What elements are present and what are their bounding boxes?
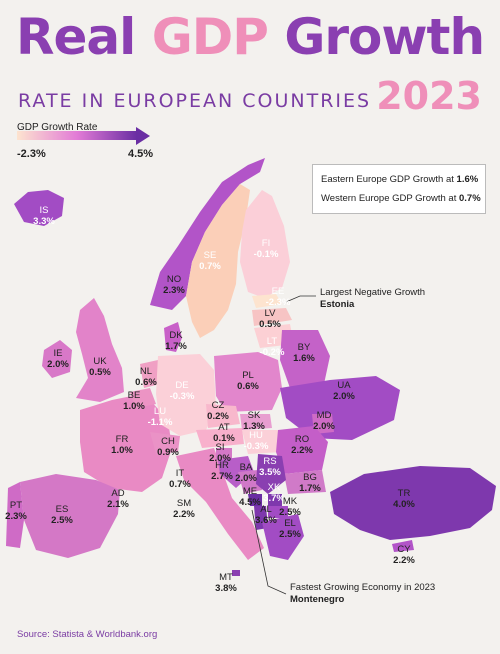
label-PT: PT 2.3% [5,500,27,522]
label-MT: MT 3.8% [215,572,237,594]
label-MD: MD 2.0% [313,410,335,432]
label-CY: CY 2.2% [393,544,415,566]
label-DE: DE -0.3% [169,380,195,402]
year-label: 2023 [376,74,482,118]
label-AL: AL 3.6% [255,504,277,526]
label-TR: TR 4.0% [393,488,415,510]
label-DK: DK 1.7% [165,330,187,352]
country-AT [196,428,244,448]
country-MD [312,414,334,434]
country-IE [42,340,72,378]
country-TR [330,466,496,540]
label-SE: SE 0.7% [199,250,221,272]
country-MK [268,506,288,518]
legend-max: 4.5% [128,148,154,160]
label-FR: FR 1.0% [111,434,133,456]
country-NO [150,158,265,310]
label-ME: ME 4.5% [239,486,261,508]
country-LV [252,308,292,326]
country-FI [240,190,290,298]
legend-arrow-icon [136,127,150,145]
label-SM: SM 2.2% [173,498,195,520]
label-BE: BE 1.0% [123,390,145,412]
country-UK [76,298,124,402]
country-HU [242,430,282,454]
country-XK [268,494,282,506]
label-RO: RO 2.2% [291,434,313,456]
country-DK [164,322,182,352]
country-ME [248,494,262,506]
country-PT [6,482,24,548]
country-RO [276,426,328,474]
page-title: Real GDP Growth [16,8,485,66]
country-ES [20,474,120,558]
montenegro-leader-line [251,509,287,595]
label-CZ: CZ 0.2% [207,400,229,422]
country-SK [240,414,272,430]
label-IE: IE 2.0% [47,348,69,370]
legend-title: GDP Growth Rate [17,122,98,133]
label-AD: AD 2.1% [107,488,129,510]
label-SI: SI 2.0% [209,442,231,464]
country-IS [14,190,64,226]
info-box: Eastern Europe GDP Growth at 1.6% Wester… [312,164,486,214]
label-MK: MK 2.5% [279,496,301,518]
country-BY [280,330,330,388]
label-EE: EE -2.3% [265,286,291,308]
label-ES: ES 2.5% [51,504,73,526]
country-EL [262,514,304,560]
label-LU: LU -1.1% [147,406,173,428]
label-BG: BG 1.7% [299,472,321,494]
country-SE [186,184,250,338]
country-EE [252,294,282,308]
label-LT: LT -0.2% [259,336,285,358]
legend-gradient-bar [17,131,137,140]
label-XK: XK 3.7% [263,482,285,504]
source-note: Source: Statista & Worldbank.org [17,629,158,640]
label-BA: BA 2.0% [235,462,257,484]
label-EL: EL 2.5% [279,518,301,540]
label-NL: NL 0.6% [135,366,157,388]
label-CH: CH 0.9% [157,436,179,458]
label-IT: IT 0.7% [169,468,191,490]
legend-min: -2.3% [17,148,46,160]
montenegro-annotation: Fastest Growing Economy in 2023 Montenegr… [290,582,436,605]
label-FI: FI -0.1% [253,238,279,260]
country-MT [232,570,240,576]
label-UA: UA 2.0% [333,380,355,402]
country-DE [156,354,216,436]
country-BG [284,470,326,494]
country-NL [140,360,160,388]
eastern-growth-line: Eastern Europe GDP Growth at 1.6% [321,174,479,185]
europe-map [6,158,496,595]
label-IS: IS 3.3% [33,205,55,227]
country-CY [392,540,414,552]
country-UA [280,376,400,440]
label-RS: RS 3.5% [259,456,281,478]
western-growth-line: Western Europe GDP Growth at 0.7% [321,193,481,204]
country-CZ [206,404,240,428]
label-LV: LV 0.5% [259,308,281,330]
label-SK: SK 1.3% [243,410,265,432]
label-PL: PL 0.6% [237,370,259,392]
country-IT [176,448,264,560]
label-NO: NO 2.3% [163,274,185,296]
country-FR [80,396,172,492]
label-HR: HR 2.7% [211,460,233,482]
country-RS [256,454,286,494]
country-BA [238,470,262,494]
page-subtitle: RATE IN EUROPEAN COUNTRIES [18,90,372,112]
country-PL [214,352,282,412]
label-BY: BY 1.6% [293,342,315,364]
estonia-annotation: Largest Negative Growth Estonia [320,287,426,310]
estonia-leader-line [285,295,316,303]
label-HU: HU -0.3% [243,430,269,452]
label-AT: AT 0.1% [213,422,235,444]
country-SI [216,448,232,460]
country-CH [150,432,180,454]
label-UK: UK 0.5% [89,356,111,378]
country-BE [130,388,156,408]
